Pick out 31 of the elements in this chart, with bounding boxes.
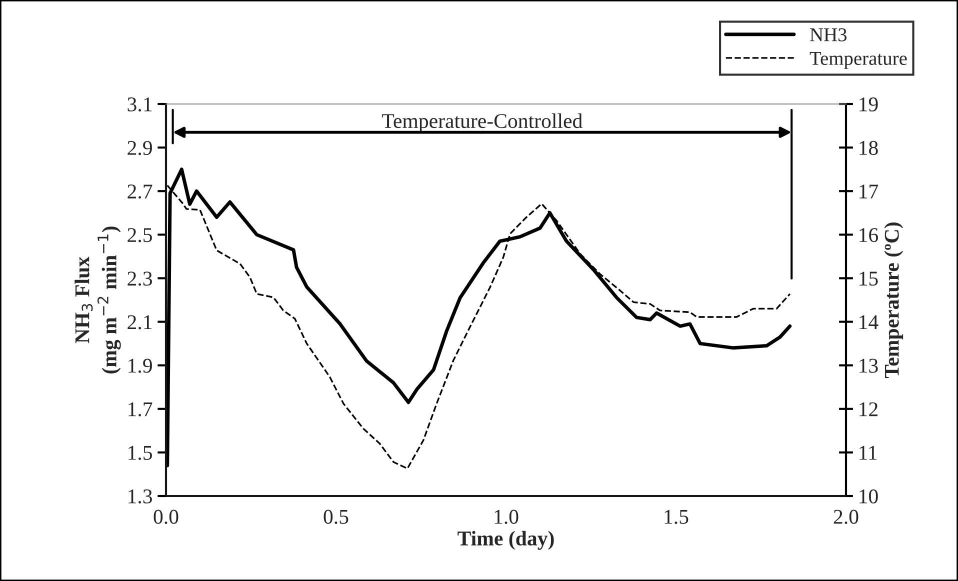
x-tick-label: 0.0: [154, 510, 178, 524]
y2-tick-label: 16: [860, 228, 878, 242]
y-tick-label: 1.7: [128, 402, 152, 416]
y2-tick-label: 15: [860, 272, 878, 286]
y-axis-title: NH$_{3}$ Flux (mg m$^{−2}$ min$^{−1}$): [74, 226, 121, 374]
y2-tick-label: 10: [860, 489, 878, 504]
x-tick-label: 1.5: [664, 510, 688, 524]
x-tick-label: 1.0: [494, 510, 518, 524]
y2-tick-label: 12: [860, 402, 878, 416]
annotation: Temperature-Controlled: [382, 113, 582, 132]
x-tick-label: 0.5: [324, 510, 348, 524]
y2-axis-title: Temperature (ºC): [884, 222, 904, 378]
y-tick-label: 2.9: [128, 140, 152, 156]
y2-tick-label: 19: [860, 97, 878, 112]
y-tick-label: 2.5: [128, 228, 152, 242]
y-tick-label: 2.3: [128, 272, 152, 286]
legend-label: NH3: [810, 28, 847, 42]
y-tick-label: 1.3: [128, 489, 152, 504]
y-tick-label: 2.7: [128, 184, 152, 199]
y2-tick-label: 18: [860, 140, 878, 155]
legend-label: Temperature: [810, 52, 907, 69]
y2-tick-label: 13: [860, 358, 878, 373]
y-tick-label: 3.1: [128, 97, 152, 112]
y2-tick-label: 11: [860, 446, 877, 460]
y2-tick-label: 14: [860, 315, 878, 330]
x-axis-title: Time (day): [458, 530, 554, 550]
y-tick-label: 1.5: [128, 446, 152, 460]
y-tick-label: 2.1: [128, 315, 152, 330]
x-tick-label: 2.0: [834, 510, 858, 524]
y-tick-label: 1.9: [128, 358, 152, 373]
y2-tick-label: 17: [860, 184, 878, 198]
